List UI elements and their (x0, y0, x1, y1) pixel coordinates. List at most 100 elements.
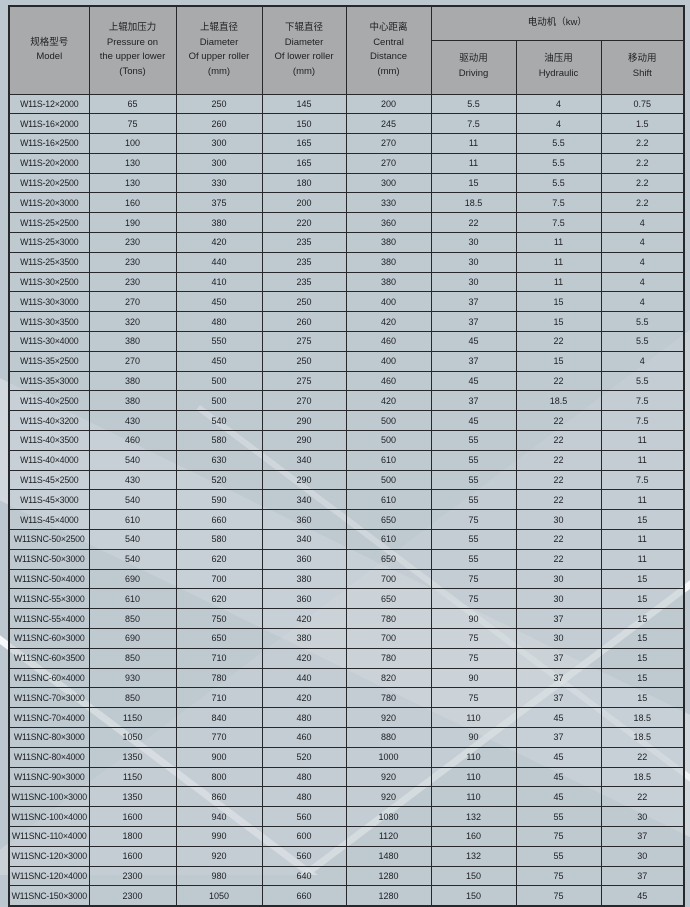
cell-driving-kw: 150 (430, 865, 517, 887)
table-row: W11SNC-120×4000 2300 980 640 1280 150 75 37 (8, 865, 685, 887)
cell-model: W11S-40×3500 (8, 430, 90, 451)
table-header: 规格型号 Model 上辊加压力 Pressure on the upper l… (8, 5, 685, 95)
cell-pressure-tons: 160 (88, 192, 177, 214)
cell-central-distance-mm: 380 (345, 232, 432, 253)
cell-pressure-tons: 1350 (88, 786, 177, 808)
cell-upper-roller-mm: 520 (175, 469, 263, 491)
cell-shift-kw: 15 (600, 687, 685, 709)
cell-hydraulic-kw: 37 (515, 667, 602, 689)
cell-hydraulic-kw: 37 (515, 608, 602, 630)
cell-shift-kw: 18.5 (600, 766, 685, 788)
cell-driving-kw: 160 (430, 825, 517, 847)
cell-upper-roller-mm: 480 (175, 311, 263, 333)
cell-lower-roller-mm: 250 (261, 350, 347, 372)
cell-pressure-tons: 65 (88, 93, 177, 115)
cell-hydraulic-kw: 75 (515, 825, 602, 847)
cell-shift-kw: 15 (600, 568, 685, 590)
cell-hydraulic-kw: 45 (515, 707, 602, 728)
cell-driving-kw: 15 (430, 172, 517, 194)
cell-central-distance-mm: 200 (345, 93, 432, 115)
cell-lower-roller-mm: 145 (261, 93, 347, 115)
cell-upper-roller-mm: 330 (175, 172, 263, 194)
cell-shift-kw: 37 (600, 825, 685, 847)
cell-model: W11S-20×2000 (8, 152, 90, 174)
cell-model: W11SNC-70×4000 (8, 707, 90, 728)
cell-central-distance-mm: 610 (345, 489, 432, 511)
cell-hydraulic-kw: 11 (515, 271, 602, 293)
cell-driving-kw: 30 (430, 232, 517, 253)
cell-model: W11SNC-60×3500 (8, 647, 90, 669)
cell-model: W11SNC-55×3000 (8, 588, 90, 610)
cell-driving-kw: 150 (430, 885, 517, 907)
table-row: W11S-12×2000 65 250 145 200 5.5 4 0.75 (8, 93, 685, 115)
cell-upper-roller-mm: 710 (175, 647, 263, 669)
cell-model: W11S-45×3000 (8, 489, 90, 511)
cell-model: W11SNC-100×3000 (8, 786, 90, 808)
cell-lower-roller-mm: 440 (261, 667, 347, 689)
cell-central-distance-mm: 420 (345, 311, 432, 333)
header-driving: 驱动用 Driving (430, 39, 517, 95)
cell-driving-kw: 22 (430, 212, 517, 234)
cell-driving-kw: 75 (430, 588, 517, 610)
cell-shift-kw: 0.75 (600, 93, 685, 115)
table-row: W11S-40×3200 430 540 290 500 45 22 7.5 (8, 410, 685, 432)
cell-shift-kw: 11 (600, 430, 685, 451)
cell-pressure-tons: 270 (88, 350, 177, 372)
cell-driving-kw: 55 (430, 430, 517, 451)
cell-driving-kw: 110 (430, 766, 517, 788)
cell-model: W11S-12×2000 (8, 93, 90, 115)
cell-model: W11SNC-150×3000 (8, 885, 90, 907)
cell-upper-roller-mm: 300 (175, 133, 263, 154)
cell-lower-roller-mm: 260 (261, 311, 347, 333)
cell-upper-roller-mm: 650 (175, 628, 263, 649)
cell-shift-kw: 2.2 (600, 133, 685, 154)
cell-lower-roller-mm: 200 (261, 192, 347, 214)
cell-central-distance-mm: 500 (345, 469, 432, 491)
cell-lower-roller-mm: 480 (261, 766, 347, 788)
cell-upper-roller-mm: 620 (175, 548, 263, 570)
cell-pressure-tons: 850 (88, 687, 177, 709)
cell-central-distance-mm: 1280 (345, 865, 432, 887)
header-motor-group: 电动机（kw） (430, 5, 685, 41)
table-row: W11SNC-50×3000 540 620 360 650 55 22 11 (8, 548, 685, 570)
cell-pressure-tons: 540 (88, 529, 177, 550)
cell-driving-kw: 110 (430, 746, 517, 768)
cell-hydraulic-kw: 37 (515, 647, 602, 669)
cell-model: W11S-25×3500 (8, 251, 90, 273)
cell-driving-kw: 90 (430, 667, 517, 689)
cell-model: W11S-30×3000 (8, 291, 90, 313)
cell-hydraulic-kw: 5.5 (515, 152, 602, 174)
cell-model: W11S-20×3000 (8, 192, 90, 214)
cell-pressure-tons: 320 (88, 311, 177, 333)
header-model: 规格型号 Model (8, 5, 90, 95)
cell-driving-kw: 7.5 (430, 113, 517, 135)
table-row: W11S-25×3500 230 440 235 380 30 11 4 (8, 251, 685, 273)
cell-central-distance-mm: 400 (345, 291, 432, 313)
table-row: W11S-25×3000 230 420 235 380 30 11 4 (8, 232, 685, 253)
cell-lower-roller-mm: 360 (261, 588, 347, 610)
cell-central-distance-mm: 920 (345, 766, 432, 788)
cell-shift-kw: 4 (600, 271, 685, 293)
cell-hydraulic-kw: 22 (515, 370, 602, 392)
cell-pressure-tons: 850 (88, 608, 177, 630)
cell-pressure-tons: 850 (88, 647, 177, 669)
cell-lower-roller-mm: 420 (261, 647, 347, 669)
cell-central-distance-mm: 1000 (345, 746, 432, 768)
cell-pressure-tons: 130 (88, 172, 177, 194)
cell-shift-kw: 4 (600, 350, 685, 372)
cell-shift-kw: 15 (600, 608, 685, 630)
cell-central-distance-mm: 920 (345, 786, 432, 808)
cell-upper-roller-mm: 860 (175, 786, 263, 808)
cell-driving-kw: 75 (430, 687, 517, 709)
cell-lower-roller-mm: 165 (261, 133, 347, 154)
cell-hydraulic-kw: 22 (515, 489, 602, 511)
cell-hydraulic-kw: 7.5 (515, 192, 602, 214)
header-central-distance: 中心距离 Central Distance (mm) (345, 5, 432, 95)
cell-pressure-tons: 540 (88, 449, 177, 471)
cell-shift-kw: 18.5 (600, 727, 685, 748)
cell-driving-kw: 30 (430, 271, 517, 293)
cell-upper-roller-mm: 250 (175, 93, 263, 115)
cell-shift-kw: 22 (600, 786, 685, 808)
cell-central-distance-mm: 400 (345, 350, 432, 372)
table-row: W11S-45×2500 430 520 290 500 55 22 7.5 (8, 469, 685, 491)
